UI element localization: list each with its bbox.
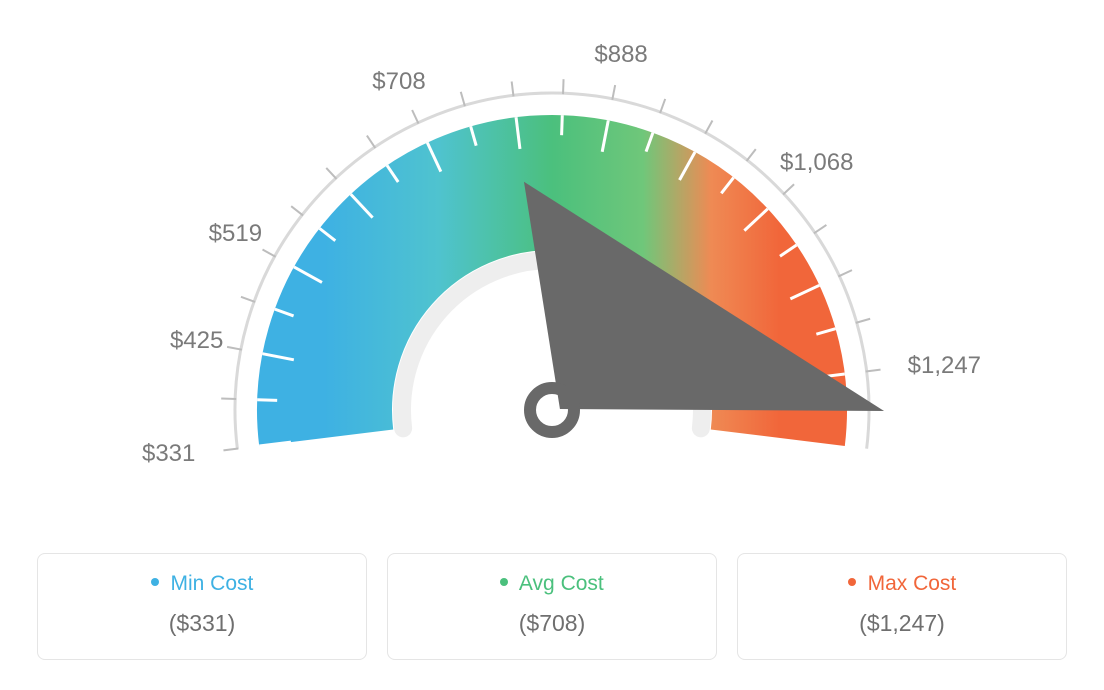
gauge-chart: $331 $425 $519 $708 $888 $1,068 $1,247	[0, 0, 1104, 560]
min-cost-card: Min Cost ($331)	[37, 553, 367, 660]
gauge-tick-label: $425	[170, 327, 223, 355]
min-cost-value: ($331)	[38, 610, 366, 637]
max-cost-value: ($1,247)	[738, 610, 1066, 637]
avg-cost-card: Avg Cost ($708)	[387, 553, 717, 660]
legend-row: Min Cost ($331) Avg Cost ($708) Max Cost…	[37, 553, 1067, 660]
avg-cost-value: ($708)	[388, 610, 716, 637]
min-cost-title: Min Cost	[38, 572, 366, 596]
max-cost-title: Max Cost	[738, 572, 1066, 596]
avg-dot-icon	[500, 578, 508, 586]
gauge-tick-label: $708	[372, 68, 425, 96]
gauge-tick-label: $1,068	[780, 149, 853, 177]
gauge-tick-label: $519	[209, 220, 262, 248]
min-dot-icon	[151, 578, 159, 586]
avg-cost-label: Avg Cost	[519, 572, 604, 595]
max-dot-icon	[848, 578, 856, 586]
max-cost-label: Max Cost	[868, 572, 957, 595]
gauge-tick-label: $1,247	[908, 352, 981, 380]
max-cost-card: Max Cost ($1,247)	[737, 553, 1067, 660]
gauge-tick-label: $331	[142, 440, 195, 468]
avg-cost-title: Avg Cost	[388, 572, 716, 596]
gauge-tick-label: $888	[594, 41, 647, 69]
gauge-svg	[212, 60, 892, 490]
min-cost-label: Min Cost	[170, 572, 253, 595]
